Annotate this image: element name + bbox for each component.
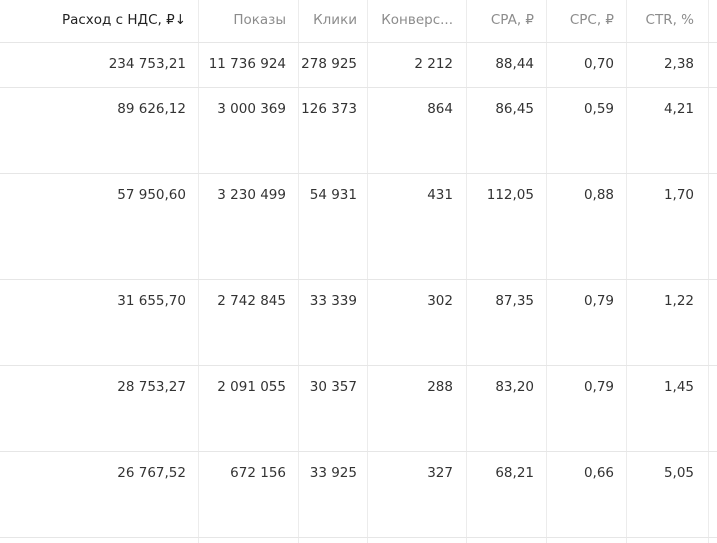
table-cell: 2 212	[414, 56, 453, 72]
table-cell: 1,22	[663, 293, 694, 309]
table-cell: 1,70	[663, 187, 694, 203]
table-cell: 0,59	[583, 101, 614, 117]
column-header[interactable]: CPC, ₽	[569, 12, 614, 28]
table-cell: 302	[427, 293, 453, 309]
column-divider	[546, 0, 547, 543]
column-divider	[298, 0, 299, 543]
column-header[interactable]: CTR, %	[645, 12, 694, 28]
table-cell: 2 742 845	[217, 293, 286, 309]
table-cell: 33 339	[309, 293, 357, 309]
column-header[interactable]: Расход с НДС, ₽↓	[61, 12, 186, 28]
table-cell: 30 357	[309, 379, 357, 395]
column-divider	[466, 0, 467, 543]
table-cell: 26 767,52	[117, 465, 186, 481]
column-divider	[708, 0, 709, 543]
table-cell: 68,21	[495, 465, 534, 481]
table-cell: 327	[427, 465, 453, 481]
table-cell: 0,66	[583, 465, 614, 481]
table-cell: 54 931	[309, 187, 357, 203]
table-cell: 57 950,60	[117, 187, 186, 203]
table-cell: 0,70	[583, 56, 614, 72]
table-cell: 0,79	[583, 293, 614, 309]
table-cell: 11 736 924	[208, 56, 286, 72]
row-divider	[0, 173, 717, 174]
table-cell: 5,05	[663, 465, 694, 481]
table-cell: 33 925	[309, 465, 357, 481]
table-cell: 0,88	[583, 187, 614, 203]
row-divider	[0, 365, 717, 366]
table-cell: 1,45	[663, 379, 694, 395]
table-cell: 431	[427, 187, 453, 203]
table-cell: 83,20	[495, 379, 534, 395]
row-divider	[0, 42, 717, 43]
table-cell: 28 753,27	[117, 379, 186, 395]
table-cell: 3 000 369	[217, 101, 286, 117]
table-cell: 31 655,70	[117, 293, 186, 309]
column-header[interactable]: Конверс...	[381, 12, 453, 28]
table-cell: 112,05	[486, 187, 534, 203]
table-cell: 234 753,21	[108, 56, 186, 72]
table-cell: 672 156	[230, 465, 286, 481]
table-cell: 126 373	[301, 101, 357, 117]
table-cell: 3 230 499	[217, 187, 286, 203]
table-cell: 278 925	[301, 56, 357, 72]
column-header[interactable]: Клики	[313, 12, 357, 28]
table-cell: 89 626,12	[117, 101, 186, 117]
table-cell: 288	[427, 379, 453, 395]
table-cell: 87,35	[495, 293, 534, 309]
table-cell: 2 091 055	[217, 379, 286, 395]
row-divider	[0, 87, 717, 88]
column-header[interactable]: Показы	[233, 12, 286, 28]
row-divider	[0, 537, 717, 538]
table-cell: 88,44	[495, 56, 534, 72]
table-cell: 4,21	[663, 101, 694, 117]
column-header[interactable]: CPA, ₽	[490, 12, 534, 28]
column-divider	[367, 0, 368, 543]
row-divider	[0, 279, 717, 280]
row-divider	[0, 451, 717, 452]
table-cell: 0,79	[583, 379, 614, 395]
table-cell: 2,38	[663, 56, 694, 72]
column-divider	[198, 0, 199, 543]
table-cell: 86,45	[495, 101, 534, 117]
table-cell: 864	[427, 101, 453, 117]
column-divider	[626, 0, 627, 543]
